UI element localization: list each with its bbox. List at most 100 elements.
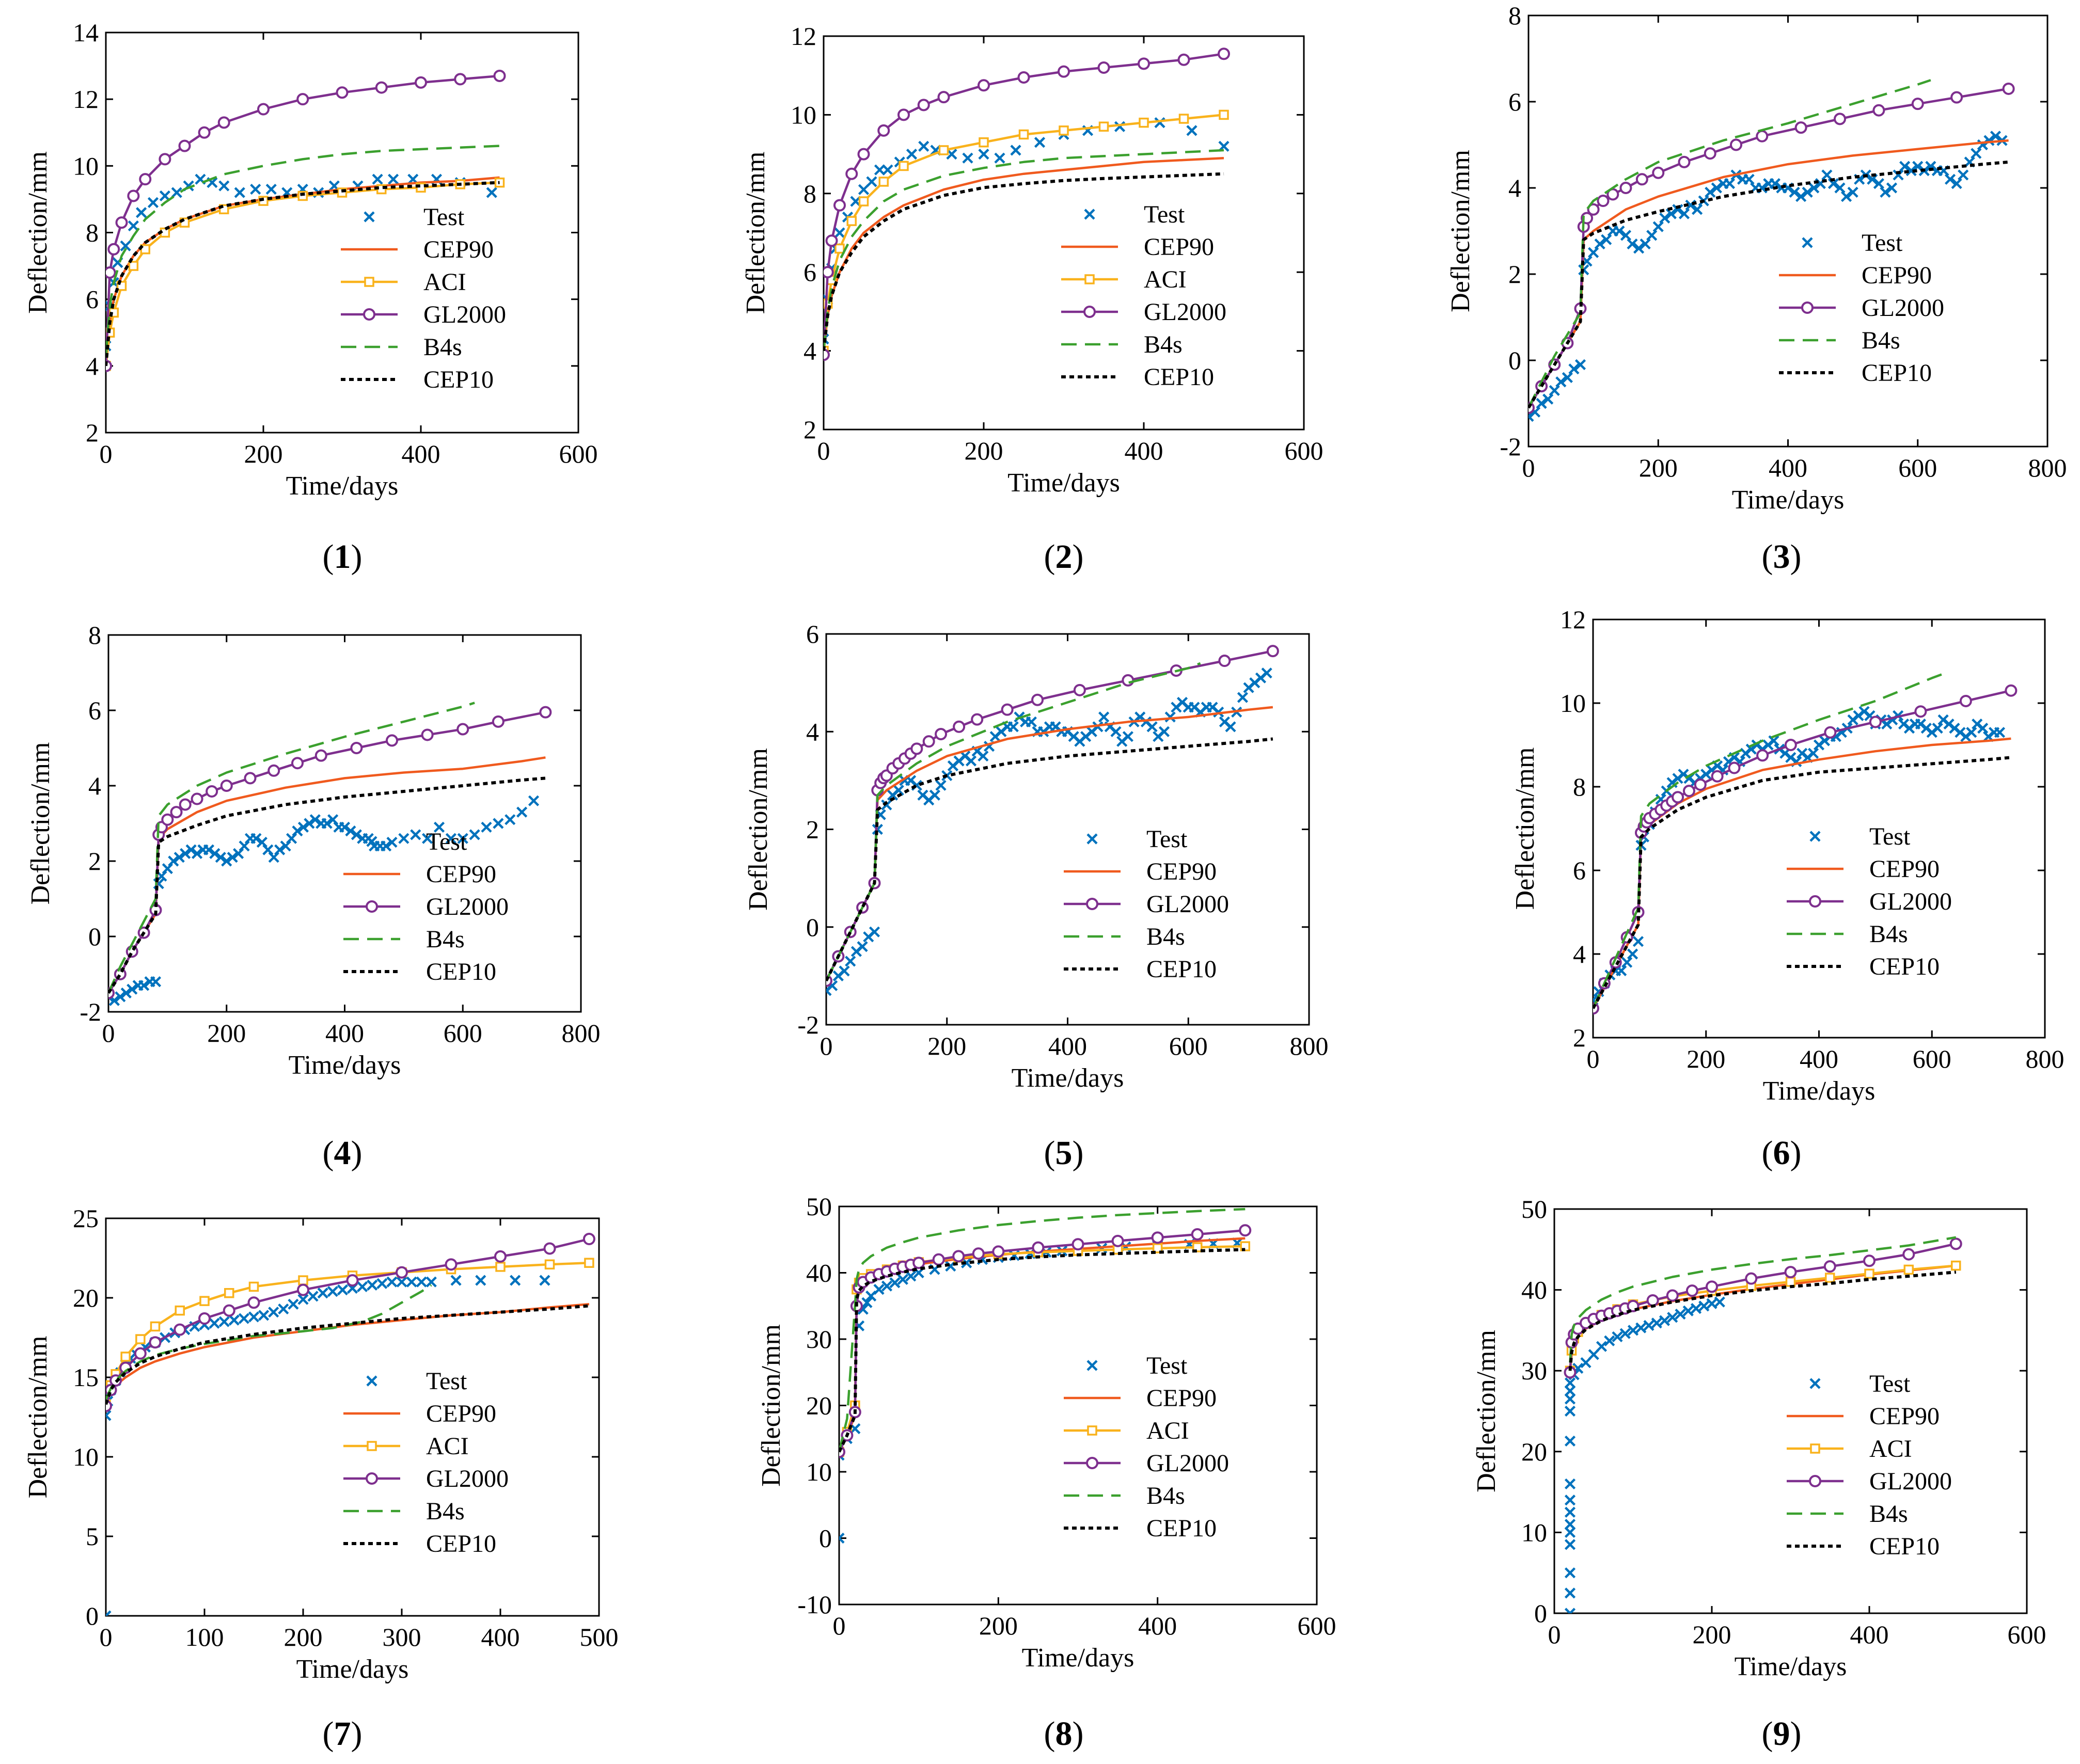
test-point: [268, 1307, 279, 1318]
series-cep10: [1568, 1270, 1957, 1371]
gl2000-marker: [935, 727, 948, 740]
gl2000-marker: [454, 73, 467, 86]
test-point: [1574, 359, 1586, 370]
x-tick-label: 0: [817, 436, 830, 465]
y-axis-label: Deflection/mm: [757, 1324, 786, 1487]
panel-label-number: 7: [334, 1715, 351, 1753]
test-point: [1678, 208, 1690, 219]
aci-marker: [1825, 1273, 1835, 1283]
test-point: [965, 755, 977, 767]
series-b4s: [106, 145, 500, 356]
gl2000-marker: [953, 720, 966, 733]
y-tick-label: 6: [86, 285, 99, 314]
legend-item-b4s: B4s: [1064, 923, 1185, 950]
test-point: [248, 1311, 260, 1323]
test-point: [351, 829, 362, 840]
test-point: [881, 1280, 893, 1292]
y-tick-label: 4: [806, 717, 819, 746]
test-point: [1925, 161, 1936, 172]
y-tick-label: 10: [1560, 689, 1586, 718]
gl2000-marker: [972, 1247, 985, 1260]
legend-item-cep10: CEP10: [1779, 359, 1932, 387]
aci-marker: [834, 243, 845, 254]
test-point: [1627, 238, 1638, 250]
legend-label: ACI: [1144, 266, 1187, 293]
x-tick-label: 200: [979, 1611, 1018, 1640]
test-point: [337, 1284, 348, 1296]
test-point: [238, 1313, 249, 1324]
aci-marker: [544, 1259, 555, 1270]
legend-test-marker: [1809, 831, 1821, 842]
y-axis-label: Deflection/mm: [23, 1336, 53, 1499]
gl2000-marker: [1672, 791, 1684, 804]
cep90-line: [826, 706, 1273, 981]
legend-label: CEP10: [1869, 1533, 1940, 1560]
test-point: [510, 1275, 521, 1286]
gl2000-marker: [1914, 705, 1927, 718]
test-point: [1724, 178, 1736, 189]
gl2000-marker: [1635, 173, 1648, 186]
test-point: [1983, 135, 1995, 146]
legend-label: B4s: [1146, 1482, 1185, 1509]
legend: Test CEP90 ACI GL2000 B4s CEP10: [1787, 1370, 1952, 1560]
test-point: [1564, 1495, 1576, 1506]
y-tick-label: 10: [73, 151, 99, 180]
y-axis-label: Deflection/mm: [26, 742, 55, 905]
legend-label: B4s: [423, 333, 462, 361]
panel-label: (7): [323, 1715, 363, 1753]
gl2000-marker: [1122, 674, 1134, 687]
gl2000-marker: [1678, 155, 1691, 168]
test-point: [1026, 716, 1037, 727]
panel-label: (9): [1762, 1715, 1802, 1753]
test-point: [1542, 393, 1554, 405]
test-point: [1706, 1298, 1717, 1309]
test-point: [1564, 1377, 1576, 1389]
plot-area: [106, 1233, 595, 1616]
x-tick-label: 100: [185, 1623, 224, 1651]
gl2000-marker: [1218, 47, 1230, 60]
test-point: [1705, 186, 1716, 198]
gl2000-marker: [247, 1296, 260, 1309]
test-point: [1564, 1527, 1576, 1538]
panel-label-close: ): [1073, 1134, 1084, 1172]
gl2000-marker: [174, 1323, 186, 1336]
test-point: [469, 829, 480, 840]
gl2000-marker: [336, 86, 349, 99]
test-point: [1893, 169, 1904, 181]
test-point: [136, 207, 147, 218]
y-tick-label: 6: [1573, 856, 1586, 885]
test-point: [406, 1276, 417, 1288]
gl2000-marker: [1177, 53, 1190, 66]
x-tick-label: 200: [284, 1623, 323, 1651]
y-tick-label: 6: [806, 619, 819, 648]
test-point: [422, 833, 433, 844]
test-point: [1944, 173, 1956, 185]
gl2000-marker: [824, 266, 834, 279]
cep10-line: [1529, 160, 2009, 409]
legend-label: GL2000: [1146, 891, 1229, 918]
test-point: [106, 1410, 112, 1421]
gl2000-marker: [191, 792, 203, 805]
legend-item-test: Test: [364, 203, 465, 231]
legend-test-marker: [1086, 833, 1098, 845]
x-axis-label: Time/days: [289, 1051, 401, 1080]
test-point: [528, 795, 540, 806]
legend-item-b4s: B4s: [1064, 1482, 1185, 1509]
test-point: [150, 976, 162, 988]
aci-marker: [495, 1262, 506, 1272]
gl2000-marker: [978, 79, 990, 92]
test-point: [1564, 1539, 1576, 1550]
y-tick-label: 10: [806, 1457, 832, 1486]
test-point: [159, 190, 170, 202]
aci-marker: [128, 261, 139, 271]
gl2000-marker: [1872, 104, 1885, 117]
legend-label: CEP90: [1144, 233, 1214, 261]
test-point: [889, 1277, 901, 1289]
gl2000-marker: [178, 139, 191, 152]
test-point: [1594, 238, 1605, 250]
gl2000-marker: [346, 1274, 359, 1287]
panel-label: (2): [1044, 538, 1084, 576]
plot-area: [1529, 79, 2015, 422]
legend-item-cep10: CEP10: [1061, 363, 1214, 391]
gl2000-marker: [386, 734, 398, 747]
